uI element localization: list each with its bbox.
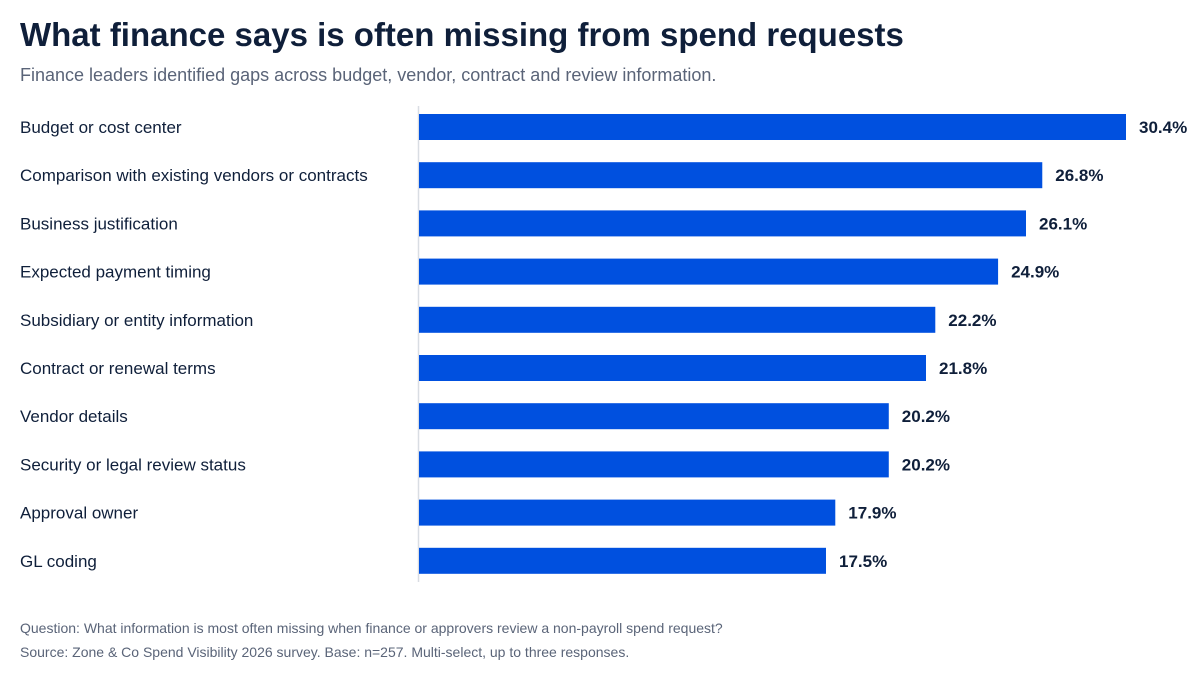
footnote-question: Question: What information is most often… (20, 620, 723, 636)
category-label: Expected payment timing (20, 263, 211, 282)
value-label: 20.2% (902, 455, 950, 474)
value-label: 17.9% (848, 504, 896, 523)
bar (419, 547, 826, 574)
category-label: Security or legal review status (20, 455, 246, 474)
bar (419, 306, 936, 333)
bar-chart: Budget or cost center Comparison with exi… (20, 106, 1187, 582)
category-label: Budget or cost center (20, 118, 182, 137)
bar (419, 499, 836, 526)
bar (419, 210, 1026, 237)
bars-group (419, 114, 1126, 574)
value-label: 17.5% (839, 552, 887, 571)
bar (419, 162, 1043, 189)
footnote-source: Source: Zone & Co Spend Visibility 2026 … (20, 644, 630, 660)
category-label: Contract or renewal terms (20, 359, 216, 378)
bar (419, 355, 926, 381)
value-label: 26.1% (1039, 214, 1087, 233)
bar (419, 114, 1126, 140)
bar (419, 403, 889, 430)
category-label: Business justification (20, 214, 178, 233)
bar (419, 258, 999, 285)
category-label: Approval owner (20, 504, 138, 523)
value-label: 22.2% (948, 311, 996, 330)
category-label: GL coding (20, 552, 97, 571)
category-label: Vendor details (20, 407, 128, 426)
value-label: 21.8% (939, 359, 987, 378)
category-labels-group: Budget or cost center Comparison with exi… (20, 118, 368, 571)
value-labels-group: 30.4% 26.8% 26.1% 24.9% 22.2% 21.8% 20.2% 20.2%… (839, 118, 1187, 571)
value-label: 20.2% (902, 407, 950, 426)
bar (419, 451, 889, 478)
chart-subtitle: Finance leaders identified gaps across b… (20, 65, 717, 85)
chart-title: What finance says is often missing from … (20, 16, 904, 53)
category-label: Subsidiary or entity information (20, 311, 253, 330)
category-label: Comparison with existing vendors or cont… (20, 166, 368, 185)
value-label: 24.9% (1011, 263, 1059, 282)
value-label: 26.8% (1055, 166, 1103, 185)
value-label: 30.4% (1139, 118, 1187, 137)
